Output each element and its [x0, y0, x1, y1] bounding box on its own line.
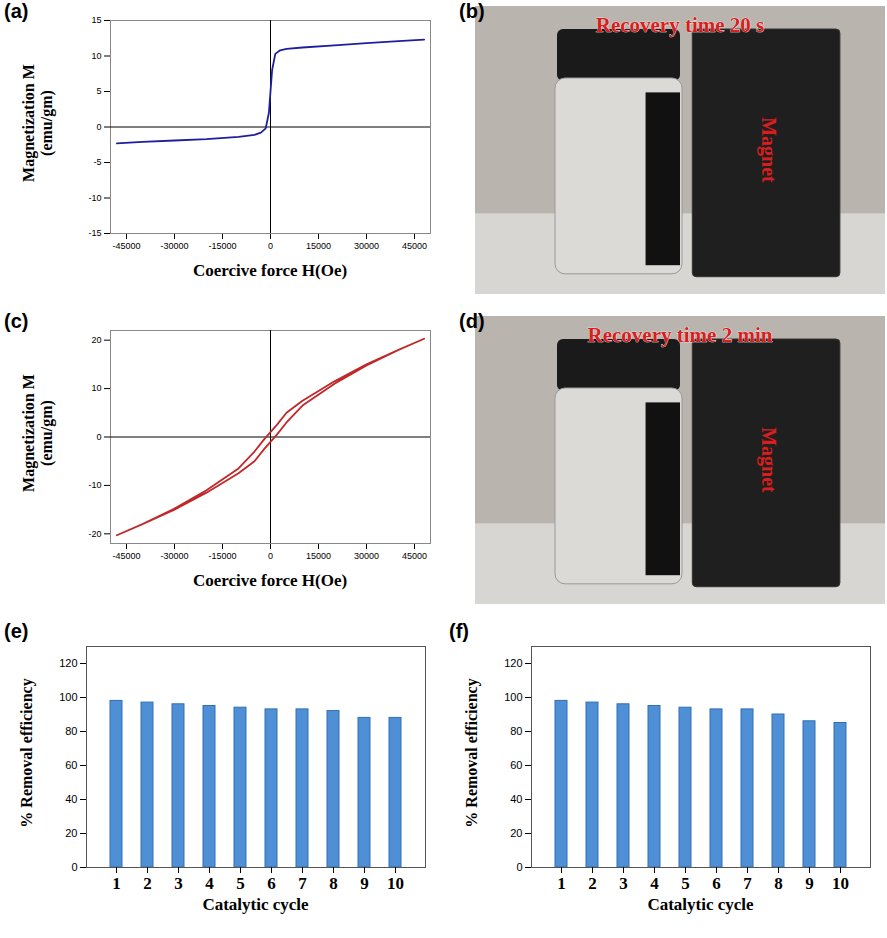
svg-text:2: 2	[588, 874, 597, 893]
svg-text:4: 4	[650, 874, 659, 893]
html-text:Magnetization M: Magnetization M	[19, 373, 37, 492]
html-text:(emu/gm): (emu/gm)	[37, 89, 55, 156]
svg-text:45000: 45000	[402, 241, 427, 251]
svg-text:120: 120	[504, 657, 522, 669]
svg-text:15000: 15000	[306, 241, 331, 251]
svg-text:100: 100	[504, 691, 522, 703]
html-text:(emu/gm): (emu/gm)	[37, 399, 55, 466]
svg-text:8: 8	[329, 874, 338, 893]
svg-text:10: 10	[91, 383, 101, 393]
html-text:(b): (b)	[459, 0, 485, 22]
svg-text:10: 10	[91, 51, 101, 61]
svg-text:-10: -10	[88, 193, 101, 203]
svg-text:-45000: -45000	[112, 241, 140, 251]
svg-text:0: 0	[96, 122, 101, 132]
svg-text:0: 0	[516, 861, 522, 873]
svg-text:20: 20	[65, 827, 77, 839]
svg-text:3: 3	[619, 874, 628, 893]
svg-text:10: 10	[387, 874, 404, 893]
html-text:Magnetization M: Magnetization M	[19, 63, 37, 182]
svg-text:10: 10	[832, 874, 849, 893]
svg-text:6: 6	[712, 874, 721, 893]
svg-text:20: 20	[510, 827, 522, 839]
svg-text:5: 5	[236, 874, 245, 893]
svg-text:15: 15	[91, 15, 101, 25]
svg-text:6: 6	[267, 874, 276, 893]
svg-text:5: 5	[681, 874, 690, 893]
svg-text:9: 9	[360, 874, 369, 893]
html-text:(e): (e)	[4, 620, 29, 642]
svg-text:0: 0	[268, 241, 273, 251]
svg-text:80: 80	[65, 725, 77, 737]
svg-text:60: 60	[65, 759, 77, 771]
svg-text:4: 4	[205, 874, 214, 893]
svg-text:-15: -15	[88, 228, 101, 238]
svg-text:40: 40	[510, 793, 522, 805]
svg-text:5: 5	[96, 86, 101, 96]
svg-text:Magnet: Magnet	[757, 427, 780, 493]
svg-text:-15000: -15000	[208, 241, 236, 251]
html-text:Catalytic cycle: Catalytic cycle	[202, 895, 309, 914]
svg-text:1: 1	[557, 874, 566, 893]
html-text:(d): (d)	[459, 310, 485, 332]
svg-text:-5: -5	[93, 157, 101, 167]
html-text:(c): (c)	[4, 310, 29, 332]
html-text:Catalytic cycle: Catalytic cycle	[647, 895, 754, 914]
svg-text:0: 0	[96, 432, 101, 442]
svg-text:8: 8	[774, 874, 783, 893]
svg-text:20: 20	[91, 335, 101, 345]
svg-text:0: 0	[268, 551, 273, 561]
svg-text:Recovery time 20 s: Recovery time 20 s	[596, 13, 765, 37]
svg-text:120: 120	[59, 657, 77, 669]
html-text:% Removal efficiency: % Removal efficiency	[462, 677, 480, 828]
svg-text:Recovery time 2 min: Recovery time 2 min	[588, 323, 773, 347]
html-text:% Removal efficiency: % Removal efficiency	[17, 677, 35, 828]
svg-text:-30000: -30000	[160, 551, 188, 561]
svg-text:0: 0	[71, 861, 77, 873]
html-text:Coercive force H(Oe): Coercive force H(Oe)	[192, 261, 348, 280]
svg-text:80: 80	[510, 725, 522, 737]
svg-text:15000: 15000	[306, 551, 331, 561]
svg-text:-20: -20	[88, 529, 101, 539]
svg-text:Magnet: Magnet	[757, 117, 780, 183]
svg-text:-45000: -45000	[112, 551, 140, 561]
svg-text:2: 2	[143, 874, 152, 893]
html-text:(a): (a)	[4, 0, 29, 22]
svg-text:40: 40	[65, 793, 77, 805]
svg-text:7: 7	[298, 874, 307, 893]
svg-text:30000: 30000	[354, 241, 379, 251]
svg-text:-30000: -30000	[160, 241, 188, 251]
svg-text:45000: 45000	[402, 551, 427, 561]
svg-text:9: 9	[805, 874, 814, 893]
svg-text:100: 100	[59, 691, 77, 703]
svg-text:-15000: -15000	[208, 551, 236, 561]
svg-text:60: 60	[510, 759, 522, 771]
svg-text:7: 7	[743, 874, 752, 893]
svg-text:3: 3	[174, 874, 183, 893]
svg-text:-10: -10	[88, 480, 101, 490]
svg-text:1: 1	[112, 874, 121, 893]
html-text:Coercive force H(Oe): Coercive force H(Oe)	[192, 571, 348, 590]
html-text:(f): (f)	[449, 620, 469, 642]
svg-text:30000: 30000	[354, 551, 379, 561]
